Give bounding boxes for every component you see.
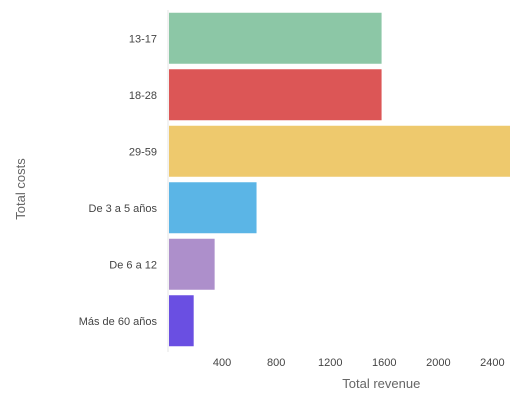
bar-4[interactable] [169,238,215,290]
x-tick-label: 2400 [480,357,504,369]
y-tick-label: De 3 a 5 años [89,203,158,215]
bar-0[interactable] [169,12,382,64]
x-tick-label: 400 [213,357,231,369]
bar-2[interactable] [169,125,510,177]
x-tick-label: 800 [267,357,285,369]
bar-5[interactable] [169,295,194,347]
y-axis-label: Total costs [13,158,28,220]
y-tick-label: 13-17 [129,33,157,45]
bar-3[interactable] [169,182,257,234]
x-tick-label: 2000 [426,357,450,369]
y-tick-label: 29-59 [129,146,157,158]
x-axis-label: Total revenue [342,376,420,391]
x-tick-labels: 400 800 1200 1600 2000 2400 [213,357,505,369]
y-tick-label: 18-28 [129,90,157,102]
y-tick-label: De 6 a 12 [109,259,157,271]
bars-layer [167,10,510,352]
y-tick-labels: 13-17 18-28 29-59 De 3 a 5 años De 6 a 12 Más… [79,33,158,328]
y-tick-label: Más de 60 años [79,316,158,328]
bar-1[interactable] [169,69,382,121]
x-tick-label: 1600 [372,357,396,369]
x-tick-label: 1200 [318,357,342,369]
